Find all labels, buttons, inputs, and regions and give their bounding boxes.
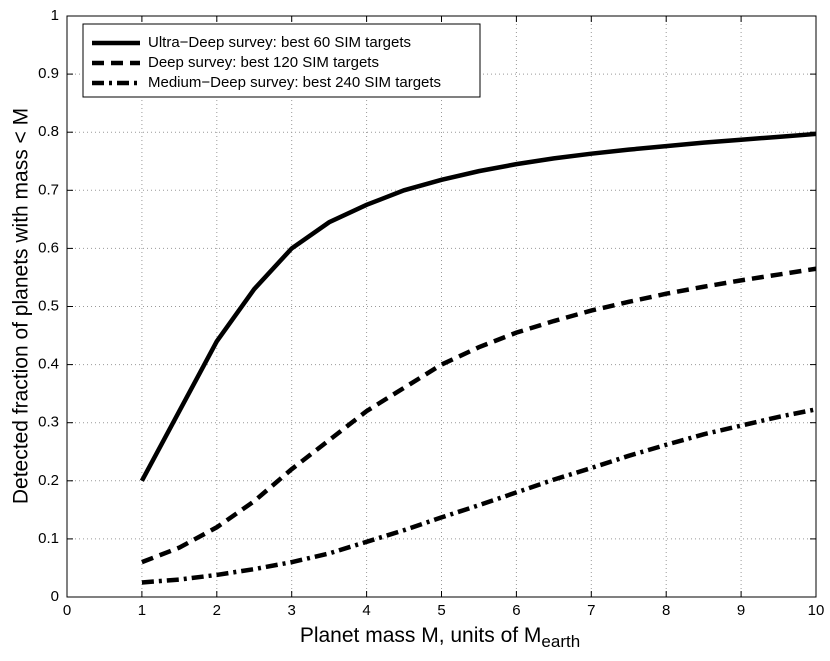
x-axis-label-subscript: earth <box>541 632 580 651</box>
y-tick-label: 0.9 <box>38 65 59 82</box>
y-tick-label: 0.3 <box>38 414 59 431</box>
y-tick-label: 0.1 <box>38 530 59 547</box>
x-tick-label: 6 <box>512 602 520 619</box>
x-tick-label: 1 <box>138 602 146 619</box>
y-tick-label: 0.4 <box>38 356 59 373</box>
y-tick-label: 1 <box>51 7 59 24</box>
legend-box <box>82 23 481 98</box>
legend-label: Deep survey: best 120 SIM targets <box>148 54 379 71</box>
y-tick-label: 0.2 <box>38 472 59 489</box>
y-tick-label: 0.7 <box>38 181 59 198</box>
plot-frame <box>66 15 817 598</box>
legend-label: Medium−Deep survey: best 240 SIM targets <box>148 74 441 91</box>
x-tick-label: 3 <box>288 602 296 619</box>
x-tick-label: 8 <box>662 602 670 619</box>
x-axis-label-main: Planet mass M, units of M <box>300 624 542 647</box>
x-tick-label: 0 <box>63 602 71 619</box>
series-line <box>141 407 817 585</box>
y-tick-label: 0.6 <box>38 239 59 256</box>
y-tick-label: 0 <box>51 588 59 605</box>
x-tick-label: 7 <box>587 602 595 619</box>
y-tick-label: 0.5 <box>38 297 59 314</box>
y-axis-label: Detected fraction of planets with mass <… <box>10 108 33 504</box>
x-tick-label: 5 <box>437 602 445 619</box>
y-tick-label: 0.8 <box>38 123 59 140</box>
series-line <box>141 266 817 565</box>
x-tick-label: 2 <box>213 602 221 619</box>
series-line <box>139 131 817 482</box>
x-tick-label: 9 <box>737 602 745 619</box>
x-axis-label: Planet mass M, units of Mearth <box>300 624 580 652</box>
x-tick-label: 4 <box>362 602 370 619</box>
legend-label: Ultra−Deep survey: best 60 SIM targets <box>148 34 411 51</box>
x-tick-label: 10 <box>808 602 825 619</box>
